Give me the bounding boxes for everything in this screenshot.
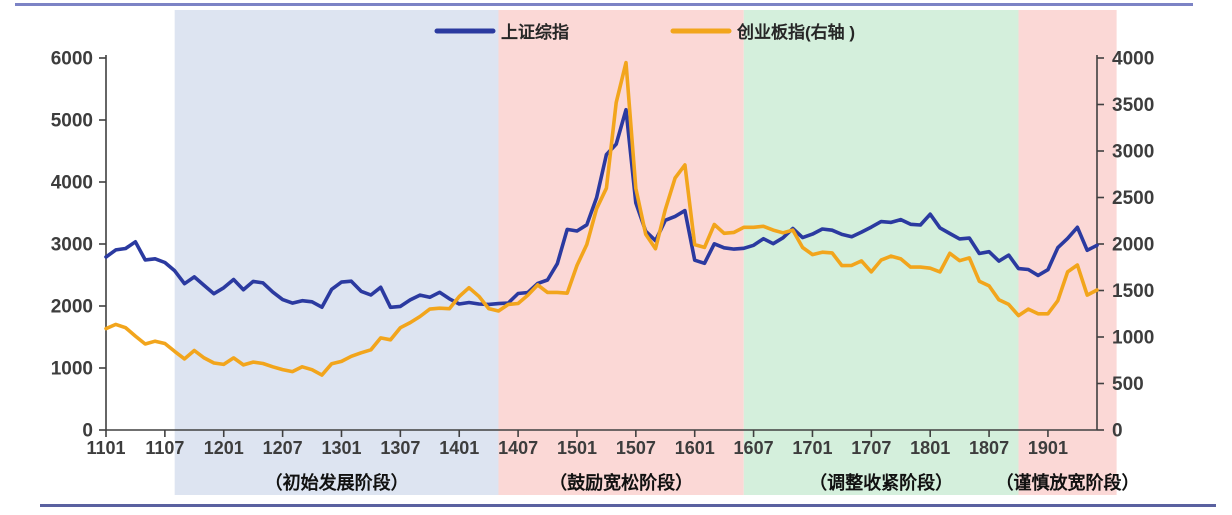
x-tick-label: 1501 (557, 438, 597, 458)
y-left-tick-label: 1000 (51, 359, 93, 380)
x-tick-label: 1807 (969, 438, 1009, 458)
phase-labels: （初始发展阶段） （鼓励宽松阶段） （调整收紧阶段） （谨慎放宽阶段） (265, 472, 1140, 493)
y-left-tick-label: 3000 (51, 235, 93, 256)
y-right-tick-label: 0 (1112, 421, 1123, 442)
x-tick-label: 1101 (86, 438, 125, 458)
series-line-chinext (104, 60, 1099, 377)
x-tick-label: 1601 (675, 438, 715, 458)
x-tick-label: 1701 (792, 438, 832, 458)
phase-label-4: （谨慎放宽阶段） (996, 472, 1140, 493)
y-right-tick-label: 3000 (1112, 142, 1154, 163)
x-tick-label: 1301 (321, 438, 361, 458)
y-right-tick-label: 1500 (1112, 281, 1154, 302)
phase-label-2: （鼓励宽松阶段） (549, 472, 693, 493)
x-tick-label: 1607 (734, 438, 774, 458)
phase-band-4 (1018, 10, 1117, 495)
x-tick-label: 1201 (204, 438, 244, 458)
phase-band-2 (498, 10, 744, 495)
tick-labels: 0 1000 2000 3000 4000 5000 6000 0 500 1000 1500 200… (51, 49, 1155, 459)
x-tick-label: 1707 (851, 438, 891, 458)
y-left-tick-label: 2000 (51, 297, 93, 318)
y-right-tick-label: 2000 (1112, 235, 1154, 256)
phase-band-1 (174, 10, 499, 495)
y-left-tick-label: 0 (82, 421, 93, 442)
x-tick-label: 1107 (145, 438, 184, 458)
y-left-tick-label: 4000 (51, 173, 93, 194)
legend: 上证综指 创业板指(右轴 ) (434, 22, 855, 42)
series-lines (104, 60, 1099, 377)
phase-bands (174, 10, 1117, 495)
x-tick-label: 1207 (263, 438, 303, 458)
bottom-divider (40, 504, 1216, 507)
x-tick-label: 1801 (910, 438, 950, 458)
y-right-tick-label: 2500 (1112, 188, 1154, 209)
y-right-tick-label: 4000 (1112, 49, 1154, 70)
phase-band-3 (743, 10, 1019, 495)
x-tick-label: 1307 (380, 438, 420, 458)
series-line-sse (104, 107, 1099, 310)
y-right-tick-label: 3500 (1112, 95, 1154, 116)
y-left-tick-label: 6000 (51, 49, 93, 70)
y-right-tick-label: 1000 (1112, 328, 1154, 349)
legend-label-1: 上证综指 (501, 22, 569, 42)
top-divider (15, 3, 1193, 6)
y-right-tick-label: 500 (1112, 374, 1144, 395)
x-tick-label: 1407 (498, 438, 538, 458)
phase-label-3: （调整收紧阶段） (809, 472, 953, 493)
phase-label-1: （初始发展阶段） (265, 472, 409, 493)
x-tick-label: 1401 (439, 438, 479, 458)
y-left-tick-label: 5000 (51, 111, 93, 132)
x-tick-label: 1507 (616, 438, 656, 458)
x-tick-label: 1901 (1028, 438, 1068, 458)
legend-label-2: 创业板指(右轴 ) (736, 22, 855, 42)
axes (99, 55, 1104, 437)
